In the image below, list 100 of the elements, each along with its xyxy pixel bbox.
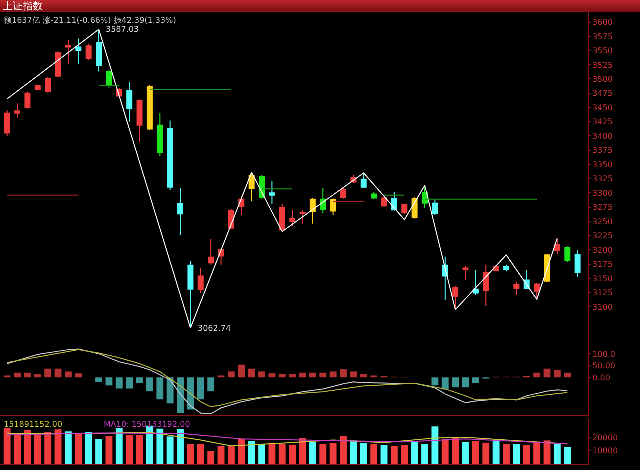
candlestick [340,188,347,200]
candlestick [208,238,214,266]
bar [248,368,256,378]
bar [136,378,144,384]
bar [64,372,72,378]
bar [197,378,204,400]
bar [289,444,296,464]
bar [452,438,460,464]
bar [492,441,500,464]
bar [34,374,42,378]
bar [422,444,428,464]
candlestick [402,203,408,215]
candlestick [86,43,92,61]
candlestick [24,91,31,110]
candlestick [178,188,184,236]
candlestick [574,250,581,278]
bar [330,443,337,464]
y-tick-label: 3200 [592,246,613,255]
bar [85,432,92,464]
y-tick-label: 3125 [592,288,613,298]
y-tick-label: 3225 [592,232,613,241]
bar [258,444,266,464]
bar [534,442,541,464]
candlestick [310,198,316,224]
y-tick-label: 3325 [592,174,613,184]
bar [564,447,572,464]
bar [482,442,490,464]
y-tick-label: 3350 [592,160,613,170]
bar [177,429,184,464]
bar [462,378,470,388]
candlestick [320,188,326,214]
text: 额1637亿 涨-21.11(-0.66%) 振42.39(1.33%) [4,16,176,25]
bar [268,442,276,464]
candlestick [554,238,560,255]
bar [380,445,388,464]
bar [442,439,449,464]
candlestick [34,84,41,92]
bar [4,428,11,464]
bar [534,372,541,378]
candlestick [269,180,276,204]
candlestick [279,203,286,232]
bar [340,436,347,464]
bar [34,435,42,464]
bar [146,426,154,464]
candlestick [360,173,367,190]
bar [390,446,398,464]
bar [166,378,174,404]
candlestick [55,51,62,78]
candlestick [534,282,540,300]
candlestick [330,198,336,216]
bar [340,370,347,378]
candlestick [514,281,520,296]
annotation: 3062.74 [198,324,232,333]
bar [248,441,256,464]
y-tick-label: 3100 [592,302,613,312]
bar [106,436,113,464]
candlestick [106,70,112,88]
y-tick-label: 3150 [592,274,613,284]
bar [166,436,174,464]
bar [54,368,62,378]
candlestick [504,264,510,272]
bar [116,428,123,464]
bar [44,368,52,378]
candlestick [371,191,378,200]
bar [411,442,418,464]
chart-title: 上证指数 [2,0,43,12]
bar [320,444,327,464]
bar [370,444,378,464]
y-tick-label: 3525 [592,60,613,70]
candlestick [483,264,490,307]
bar [278,374,286,378]
bar [472,378,480,384]
bar [238,439,246,464]
bar [360,374,368,378]
bar [64,432,72,464]
bar [432,378,439,386]
bar [564,372,572,378]
candlestick [65,40,72,64]
candlestick [198,268,204,294]
bar [14,435,21,464]
bar [278,444,286,464]
bar [401,445,408,464]
bar [116,378,123,389]
bar [258,372,266,378]
annotation: 3587.03 [106,25,140,34]
bar [75,434,82,464]
candlestick [4,110,10,137]
bar [126,378,134,389]
bar [330,372,337,378]
candlestick [472,269,479,296]
bar [187,444,194,464]
y-tick-label: 3400 [592,132,613,141]
bar [309,372,316,378]
bar [136,435,144,464]
bar [503,444,510,464]
bar [44,432,52,464]
y-tick-label: 3575 [592,32,613,42]
candlestick [14,103,21,119]
candlestick [248,172,255,202]
y-tick-label: 100.0 [592,350,616,359]
